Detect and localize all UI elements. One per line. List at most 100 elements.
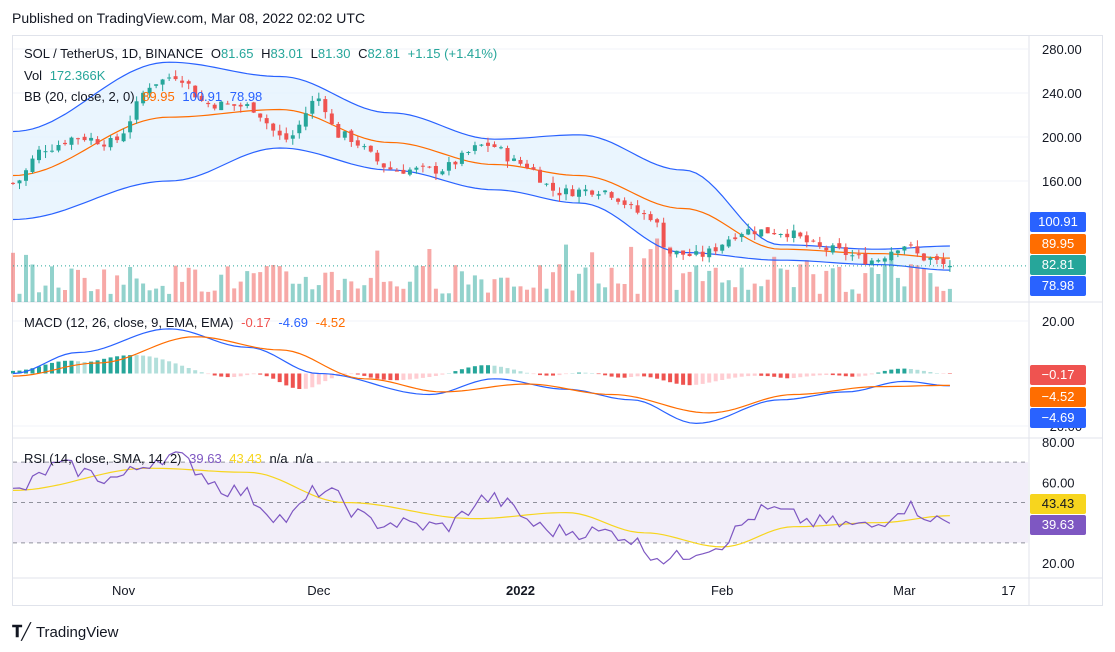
volume-bar bbox=[603, 287, 608, 302]
volume-bar bbox=[24, 254, 28, 302]
candle-body bbox=[525, 163, 529, 168]
candle-body bbox=[277, 130, 282, 136]
candle-body bbox=[824, 247, 829, 251]
symbol-label[interactable]: SOL / TetherUS, 1D, BINANCE bbox=[24, 46, 204, 61]
macd-histogram-bar bbox=[570, 373, 575, 374]
volume-bar bbox=[635, 293, 640, 302]
macd-histogram-bar bbox=[277, 373, 282, 383]
bb-label[interactable]: BB (20, close, 2, 0) bbox=[24, 89, 135, 104]
volume-bar bbox=[869, 267, 874, 302]
volume-bar bbox=[700, 281, 705, 302]
volume-bar bbox=[349, 281, 354, 302]
candle-body bbox=[934, 256, 939, 260]
macd-histogram-bar bbox=[785, 373, 790, 379]
volume-bar bbox=[772, 256, 777, 302]
chart-frame[interactable] bbox=[12, 35, 1103, 606]
candle-body bbox=[837, 243, 842, 249]
volume-bar bbox=[440, 293, 445, 302]
candle-body bbox=[681, 250, 686, 255]
volume-bar bbox=[186, 267, 191, 302]
macd-histogram-bar bbox=[271, 373, 276, 379]
tradingview-logo[interactable]: 𝐓╱ TradingView bbox=[12, 622, 118, 642]
candle-body bbox=[746, 229, 751, 235]
macd-histogram-bar bbox=[342, 373, 347, 375]
macd-histogram-bar bbox=[37, 366, 41, 374]
candle-body bbox=[629, 204, 634, 206]
candle-body bbox=[596, 194, 601, 196]
candle-body bbox=[297, 124, 302, 134]
macd-histogram-bar bbox=[154, 357, 159, 374]
macd-legend: MACD (12, 26, close, 9, EMA, EMA) -0.17 … bbox=[24, 315, 349, 330]
candle-body bbox=[381, 163, 386, 168]
candle-body bbox=[95, 139, 100, 145]
tradingview-logo-icon: 𝐓╱ bbox=[12, 624, 31, 641]
macd-histogram-bar bbox=[414, 373, 419, 379]
rsi-label[interactable]: RSI (14, close, SMA, 14, 2) bbox=[24, 451, 182, 466]
volume-bar bbox=[342, 278, 347, 302]
candle-body bbox=[336, 124, 341, 138]
macd-histogram-bar bbox=[661, 373, 666, 381]
candle-body bbox=[69, 137, 74, 145]
volume-bar bbox=[486, 292, 490, 302]
volume-bar bbox=[668, 246, 673, 302]
volume-bar bbox=[583, 267, 588, 302]
macd-histogram-bar bbox=[765, 373, 770, 377]
candle-body bbox=[707, 248, 712, 258]
candle-body bbox=[577, 189, 581, 197]
volume-bar bbox=[616, 283, 621, 302]
macd-histogram-bar bbox=[238, 373, 243, 377]
candle-body bbox=[264, 118, 269, 124]
macd-histogram-bar bbox=[791, 373, 796, 378]
macd-histogram-bar bbox=[772, 373, 777, 377]
macd-histogram-bar bbox=[368, 373, 373, 378]
candle-body bbox=[147, 87, 152, 94]
candle-body bbox=[56, 145, 61, 151]
candle-body bbox=[76, 138, 80, 140]
macd-histogram-bar bbox=[817, 373, 822, 376]
volume-bar bbox=[609, 267, 614, 302]
macd-histogram-bar bbox=[531, 373, 536, 375]
candle-body bbox=[759, 229, 764, 237]
macd-histogram-bar bbox=[928, 372, 933, 374]
macd-histogram-bar bbox=[232, 373, 237, 377]
macd-histogram-bar bbox=[642, 373, 647, 377]
bb-lower-value: 78.98 bbox=[229, 89, 263, 104]
candle-body bbox=[193, 85, 198, 98]
candle-body bbox=[947, 265, 952, 268]
volume-bar bbox=[212, 290, 217, 302]
volume-bar bbox=[381, 281, 386, 302]
macd-histogram-bar bbox=[882, 370, 887, 374]
volume-bar bbox=[362, 285, 367, 302]
volume-bar bbox=[941, 290, 946, 302]
macd-histogram-bar bbox=[863, 373, 868, 376]
candle-body bbox=[212, 104, 217, 109]
volume-bar bbox=[277, 266, 282, 302]
volume-label[interactable]: Vol bbox=[24, 68, 43, 83]
volume-bar bbox=[720, 282, 725, 302]
volume-bar bbox=[902, 286, 907, 302]
volume-bar bbox=[492, 279, 497, 302]
candle-body bbox=[492, 144, 497, 147]
macd-label[interactable]: MACD (12, 26, close, 9, EMA, EMA) bbox=[24, 315, 234, 330]
macd-histogram-bar bbox=[394, 373, 399, 381]
candle-body bbox=[863, 253, 868, 265]
candle-body bbox=[817, 242, 822, 247]
volume-bar bbox=[43, 285, 48, 302]
candle-body bbox=[407, 169, 412, 175]
volume-bar bbox=[446, 293, 451, 302]
low-label: L bbox=[310, 46, 318, 61]
macd-histogram-bar bbox=[134, 355, 139, 374]
volume-bar bbox=[837, 266, 842, 302]
candle-body bbox=[603, 190, 608, 193]
macd-histogram-bar bbox=[56, 361, 61, 374]
candle-body bbox=[876, 260, 881, 262]
macd-histogram-bar bbox=[147, 356, 152, 374]
volume-bar bbox=[147, 290, 152, 302]
macd-histogram-bar bbox=[876, 372, 881, 374]
volume-bar bbox=[811, 274, 816, 302]
macd-histogram-bar bbox=[466, 367, 471, 374]
candle-body bbox=[720, 244, 725, 251]
published-note: Published on TradingView.com, Mar 08, 20… bbox=[12, 10, 366, 26]
close-label: C bbox=[358, 46, 368, 61]
